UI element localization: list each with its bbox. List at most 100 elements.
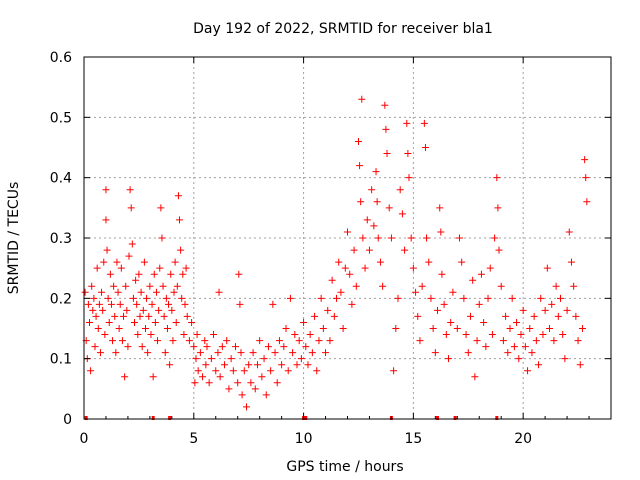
data-point [91,343,99,351]
data-point [458,258,466,266]
data-point [293,361,301,369]
data-point [84,300,92,308]
data-point [223,337,231,345]
data-point [341,264,349,272]
data-point [436,204,444,212]
data-point [262,391,270,399]
data-point [447,318,455,326]
chart-title: Day 192 of 2022, SRMTID for receiver bla… [193,21,493,37]
data-point [169,337,177,345]
data-point [137,288,145,296]
data-point [212,367,220,375]
data-point [158,234,166,242]
data-point [199,373,207,381]
data-point [121,373,129,381]
x-tick-label: 10 [295,431,313,447]
data-point [177,246,185,254]
data-point [437,228,445,236]
data-point [167,270,175,278]
data-point [101,331,109,339]
data-point [141,325,149,332]
data-point [335,258,343,266]
data-point [526,325,534,332]
data-point [135,270,143,278]
data-point [473,337,481,345]
data-point [379,282,387,290]
data-point [173,282,181,290]
data-point [168,306,176,314]
data-point [139,306,147,314]
data-point [414,312,422,320]
data-point [113,258,121,266]
data-point [182,264,190,272]
data-point [229,367,237,375]
data-point [306,331,314,339]
x-tick-label: 0 [80,431,89,447]
data-point [161,349,169,357]
data-point [98,288,106,296]
data-point [188,318,196,326]
data-point [289,349,297,357]
data-point [286,294,294,302]
data-point [110,282,118,290]
data-point [374,234,382,242]
data-point [576,361,584,369]
data-point [311,312,319,320]
data-point [155,306,163,314]
data-point [205,379,213,387]
data-point [582,174,590,182]
data-point [537,294,545,302]
data-point [94,325,102,332]
y-tick-label: 0.6 [50,50,72,66]
data-point [89,306,97,314]
data-point [120,312,128,320]
data-point [497,282,505,290]
data-point [242,403,250,411]
data-point [442,331,450,339]
data-point [308,349,316,357]
data-point [438,270,446,278]
data-point [486,264,494,272]
data-point [434,306,442,314]
data-point [517,331,525,339]
data-point [482,343,490,351]
data-point [210,331,218,339]
data-point [324,306,332,314]
data-point [102,186,110,194]
data-point [554,312,562,320]
data-point [201,337,209,345]
y-tick-label: 0.1 [50,352,72,368]
data-point [149,373,157,381]
data-point [96,349,104,357]
data-point [539,331,547,339]
data-point [453,325,461,332]
data-point [339,325,347,332]
data-point [404,150,412,158]
y-tick-label: 0.2 [50,291,72,307]
data-point [373,198,381,206]
data-point [354,137,362,145]
data-point [387,234,395,242]
data-point [216,373,224,381]
data-point [176,216,184,224]
data-point [363,216,371,224]
y-tick-label: 0.3 [50,231,72,247]
data-point [574,337,582,345]
data-point [405,174,413,182]
data-point [291,331,299,339]
data-point [238,391,246,399]
data-point [126,186,134,194]
data-point [111,312,119,320]
data-point [117,264,125,272]
data-point [115,325,123,332]
data-point [563,306,571,314]
data-point [245,361,253,369]
data-point [256,337,264,345]
data-point [524,367,532,375]
data-point [440,300,448,308]
data-point [131,318,139,326]
data-point [193,331,201,339]
data-point [572,312,580,320]
data-point [300,318,308,326]
